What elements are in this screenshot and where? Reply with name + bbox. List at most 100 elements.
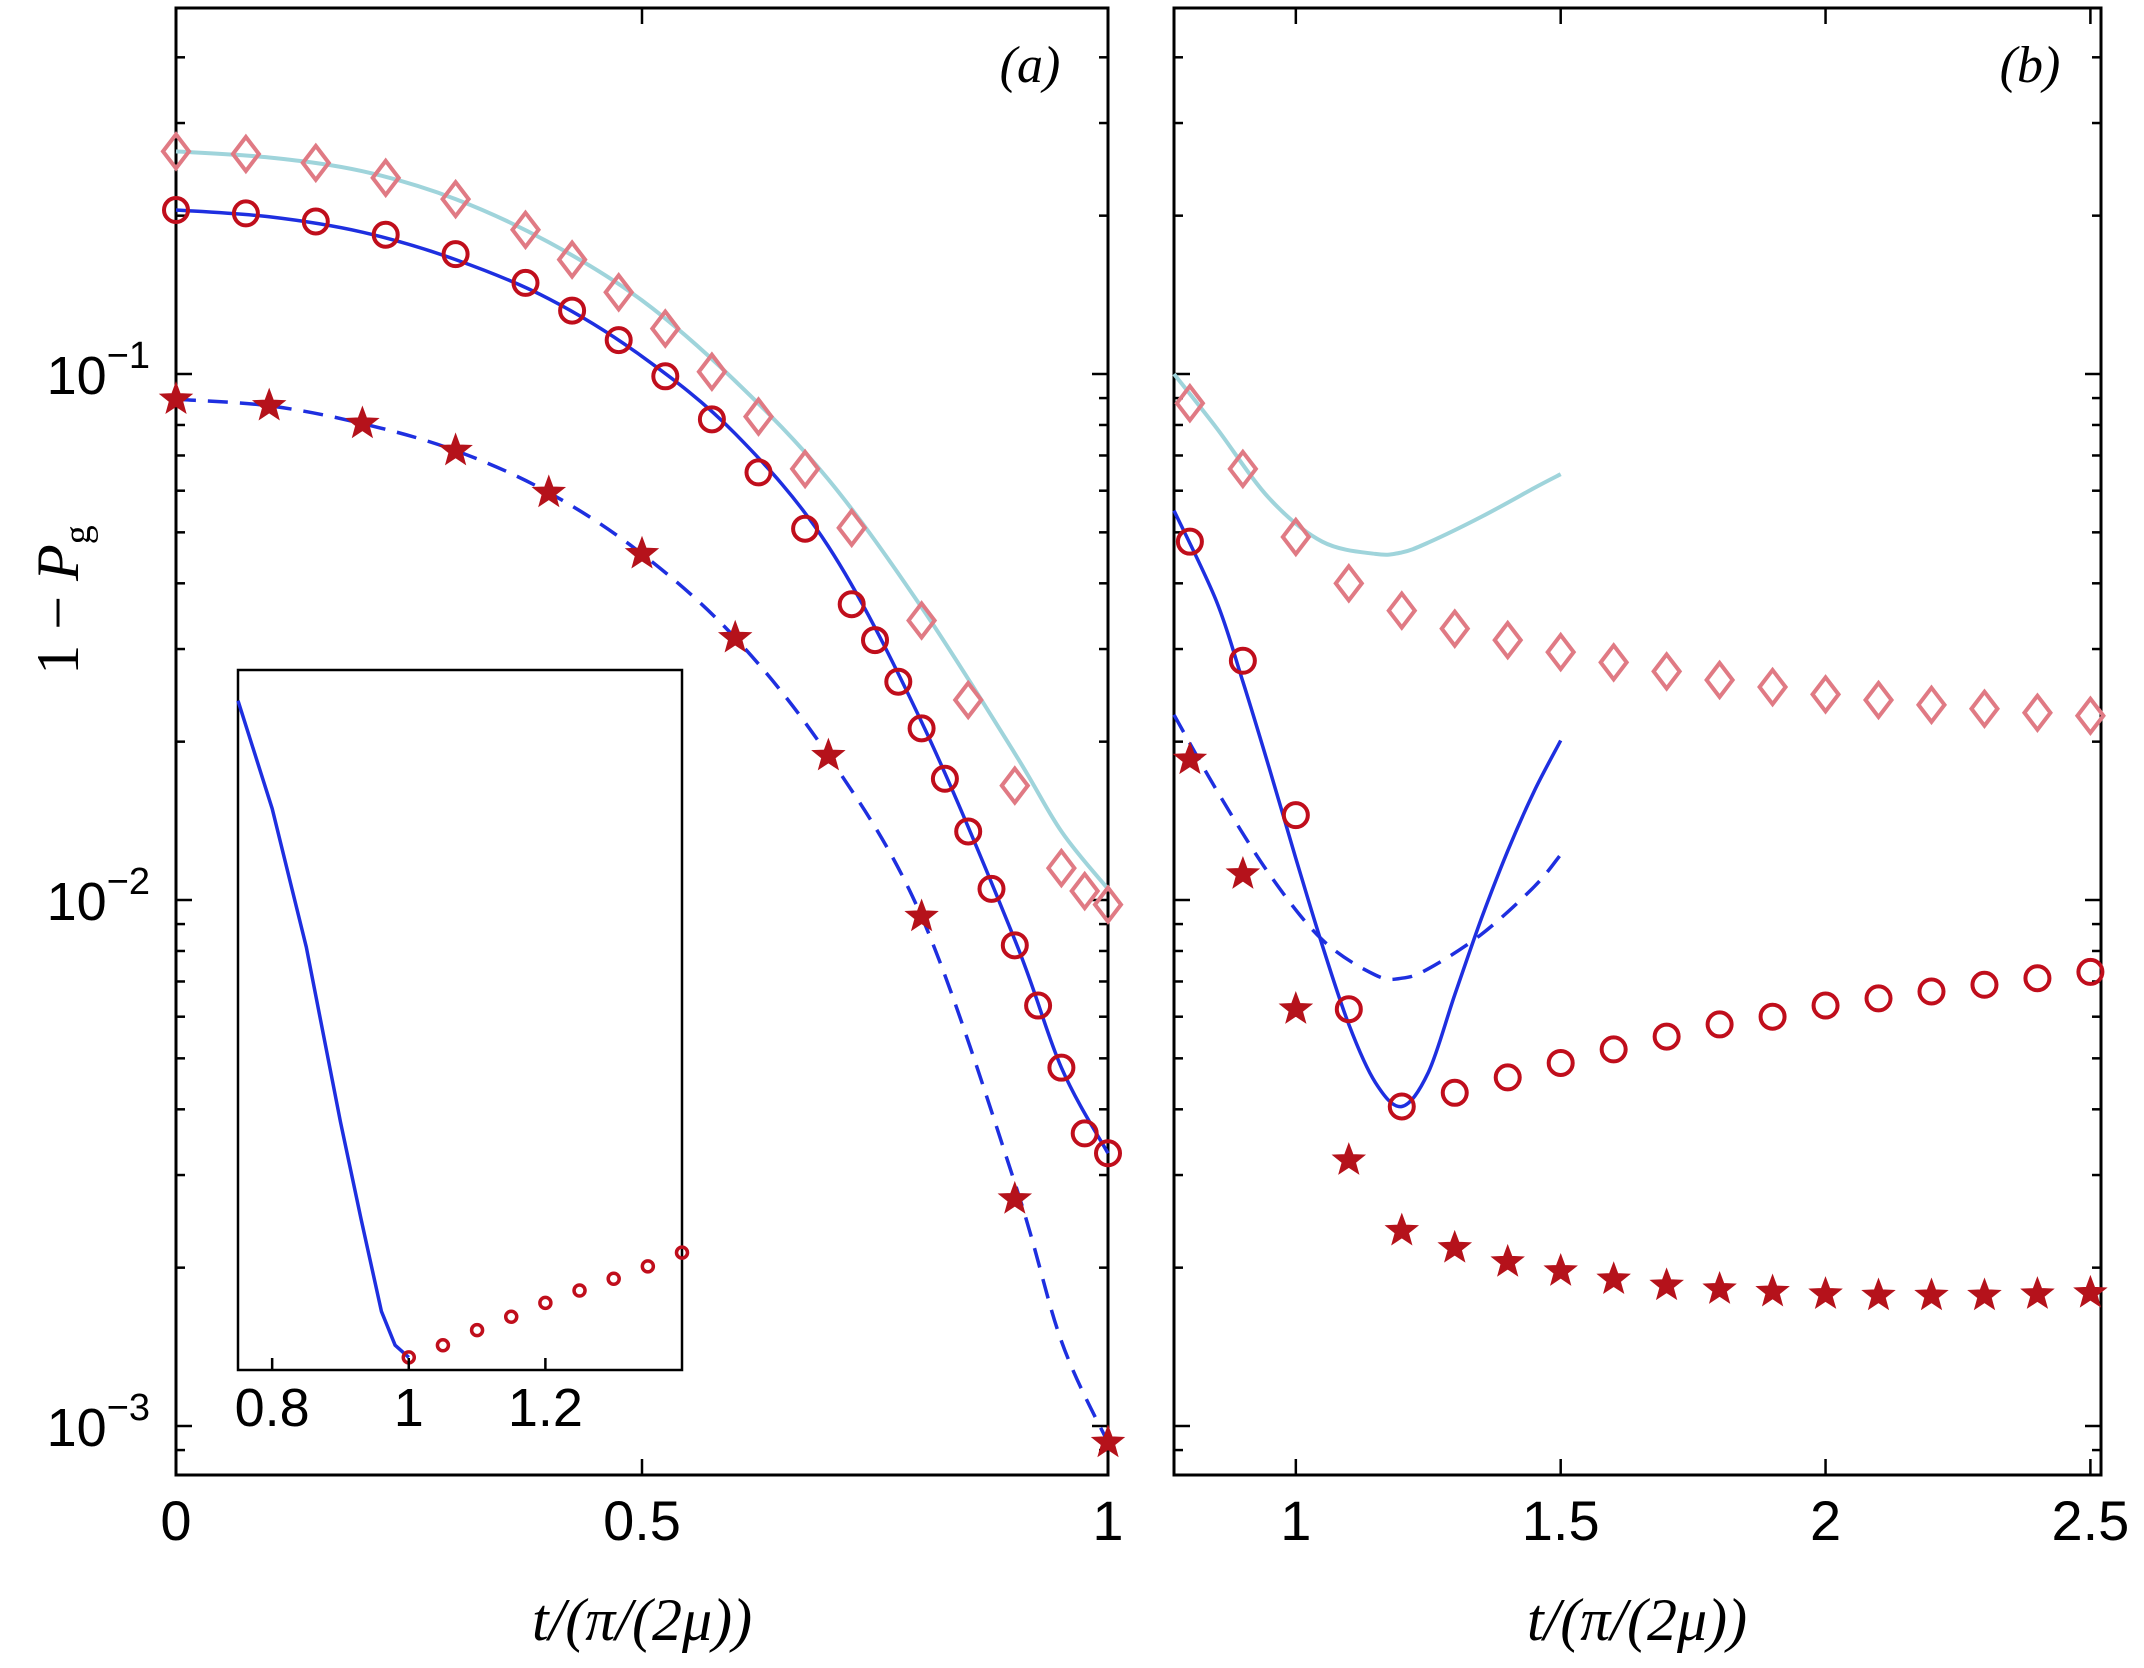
y-axis-label-sub: g bbox=[57, 525, 99, 544]
circle-marker bbox=[1758, 1002, 1787, 1031]
diamond-marker bbox=[1863, 679, 1895, 721]
y-tick-label: 10−1 bbox=[47, 335, 150, 406]
diamond-marker bbox=[1227, 448, 1259, 490]
diamond-marker bbox=[906, 600, 938, 641]
circle-marker bbox=[1864, 984, 1893, 1013]
x-tick-label: 2 bbox=[1810, 1489, 1841, 1552]
inset-circle-marker bbox=[606, 1271, 621, 1286]
diamond-marker bbox=[696, 351, 728, 393]
star-marker bbox=[158, 381, 194, 415]
circle-marker bbox=[1440, 1078, 1469, 1107]
diamond-marker bbox=[1598, 642, 1630, 683]
solid-series-line bbox=[1172, 509, 1563, 1109]
circle-marker bbox=[2023, 964, 2052, 993]
diamond-marker bbox=[952, 679, 984, 721]
panel-a-label: (a) bbox=[1000, 37, 1061, 94]
diamond-marker bbox=[1651, 651, 1683, 692]
x-tick-label: 0 bbox=[160, 1489, 191, 1552]
star-marker bbox=[997, 1180, 1033, 1214]
circle-marker bbox=[744, 458, 773, 487]
star-marker bbox=[2020, 1276, 2055, 1309]
circle-marker bbox=[1000, 931, 1029, 960]
star-marker bbox=[1437, 1229, 1473, 1263]
circle-marker bbox=[837, 590, 866, 619]
circle-marker bbox=[162, 196, 190, 225]
circle-marker bbox=[1024, 991, 1053, 1020]
y-axis-label-var: P bbox=[25, 544, 91, 582]
inset-x-tick-label: 1.2 bbox=[508, 1378, 583, 1438]
circle-marker bbox=[1387, 1092, 1416, 1121]
diamond-marker bbox=[649, 308, 681, 349]
diamond-marker bbox=[1757, 666, 1789, 708]
circle-marker bbox=[861, 626, 889, 655]
inset-series-line bbox=[236, 700, 410, 1359]
circle-marker bbox=[977, 874, 1006, 903]
diamond-marker bbox=[440, 178, 472, 220]
x-tick-label: 1 bbox=[1280, 1489, 1311, 1552]
star-marker bbox=[1384, 1212, 1420, 1246]
panel-b-frame bbox=[1172, 6, 2103, 1477]
y-tick-labels: 10−1 10−2 10−3 bbox=[47, 335, 150, 1458]
circle-marker bbox=[1175, 527, 1204, 556]
circle-marker bbox=[231, 199, 260, 228]
solid-series-line bbox=[175, 208, 1110, 1155]
circle-marker bbox=[791, 514, 820, 543]
diamond-marker bbox=[300, 142, 332, 184]
diamond-marker bbox=[1915, 684, 1948, 726]
star-marker bbox=[1596, 1261, 1631, 1295]
panel-b-x-axis-label: t/(π/(2μ)) bbox=[1527, 1587, 1747, 1653]
circle-marker bbox=[1599, 1035, 1628, 1064]
star-marker bbox=[1278, 991, 1314, 1024]
inset-circle-marker bbox=[469, 1322, 485, 1338]
star-marker bbox=[717, 619, 753, 653]
diamond-marker bbox=[789, 448, 821, 490]
x-tick-label: 1 bbox=[1092, 1489, 1123, 1552]
inset-circle-marker bbox=[674, 1245, 690, 1260]
diamond-marker bbox=[1704, 659, 1736, 701]
inset-circle-marker bbox=[572, 1283, 587, 1298]
diamond-marker bbox=[509, 209, 542, 251]
star-marker bbox=[1861, 1277, 1896, 1311]
x-tick-label: 2.5 bbox=[2051, 1489, 2129, 1552]
circle-marker bbox=[1094, 1139, 1122, 1168]
dashed-series-line bbox=[1172, 713, 1563, 982]
star-marker bbox=[624, 535, 660, 569]
y-axis-label: 1 − Pg bbox=[25, 525, 99, 675]
star-marker bbox=[1808, 1276, 1843, 1309]
circle-marker bbox=[907, 714, 936, 743]
star-marker bbox=[1755, 1273, 1790, 1307]
diamond-marker bbox=[1545, 631, 1577, 673]
inset-circle-marker bbox=[503, 1309, 519, 1324]
diamond-marker bbox=[2074, 695, 2106, 737]
inset-x-tick-label: 0.8 bbox=[235, 1378, 310, 1438]
star-marker bbox=[1649, 1267, 1684, 1301]
y-tick-label: 10−2 bbox=[47, 861, 150, 932]
inset-circle-marker bbox=[435, 1337, 451, 1353]
circle-marker bbox=[604, 326, 633, 355]
inset-circle-marker bbox=[640, 1259, 656, 1274]
star-marker bbox=[345, 405, 380, 439]
circle-marker bbox=[371, 220, 400, 249]
diamond-marker bbox=[1174, 382, 1206, 424]
circle-marker bbox=[1047, 1053, 1076, 1082]
inset-frame bbox=[236, 668, 684, 1372]
panel-a-x-axis-label: t/(π/(2μ)) bbox=[532, 1587, 752, 1653]
star-marker bbox=[1543, 1252, 1578, 1286]
circle-marker bbox=[301, 207, 330, 236]
diamond-marker bbox=[1045, 847, 1077, 889]
star-marker bbox=[531, 474, 567, 508]
diamond-marker bbox=[999, 765, 1031, 806]
star-marker bbox=[1490, 1243, 1525, 1277]
y-axis-label-lead: 1 − bbox=[25, 581, 91, 675]
y-tick-label: 10−3 bbox=[47, 1387, 150, 1458]
diamond-marker bbox=[370, 157, 402, 199]
diamond-marker bbox=[1386, 590, 1418, 631]
circle-marker bbox=[1917, 977, 1946, 1006]
star-marker bbox=[1702, 1271, 1737, 1304]
circle-marker bbox=[1546, 1048, 1575, 1077]
circle-marker bbox=[697, 405, 726, 434]
circle-marker bbox=[930, 764, 959, 793]
circle-marker bbox=[1334, 995, 1363, 1024]
panel-a-plot: 0 0.5 1 bbox=[158, 8, 1126, 1552]
